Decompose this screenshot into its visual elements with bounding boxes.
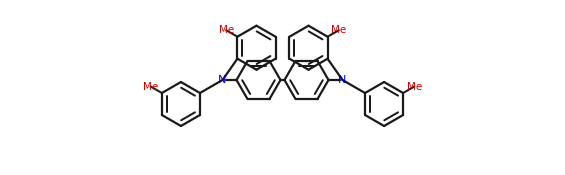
Text: Me: Me: [143, 82, 158, 92]
Text: Me: Me: [331, 25, 346, 35]
Text: N: N: [338, 75, 347, 85]
Text: Me: Me: [219, 25, 234, 35]
Text: N: N: [218, 75, 227, 85]
Text: Me: Me: [407, 82, 422, 92]
